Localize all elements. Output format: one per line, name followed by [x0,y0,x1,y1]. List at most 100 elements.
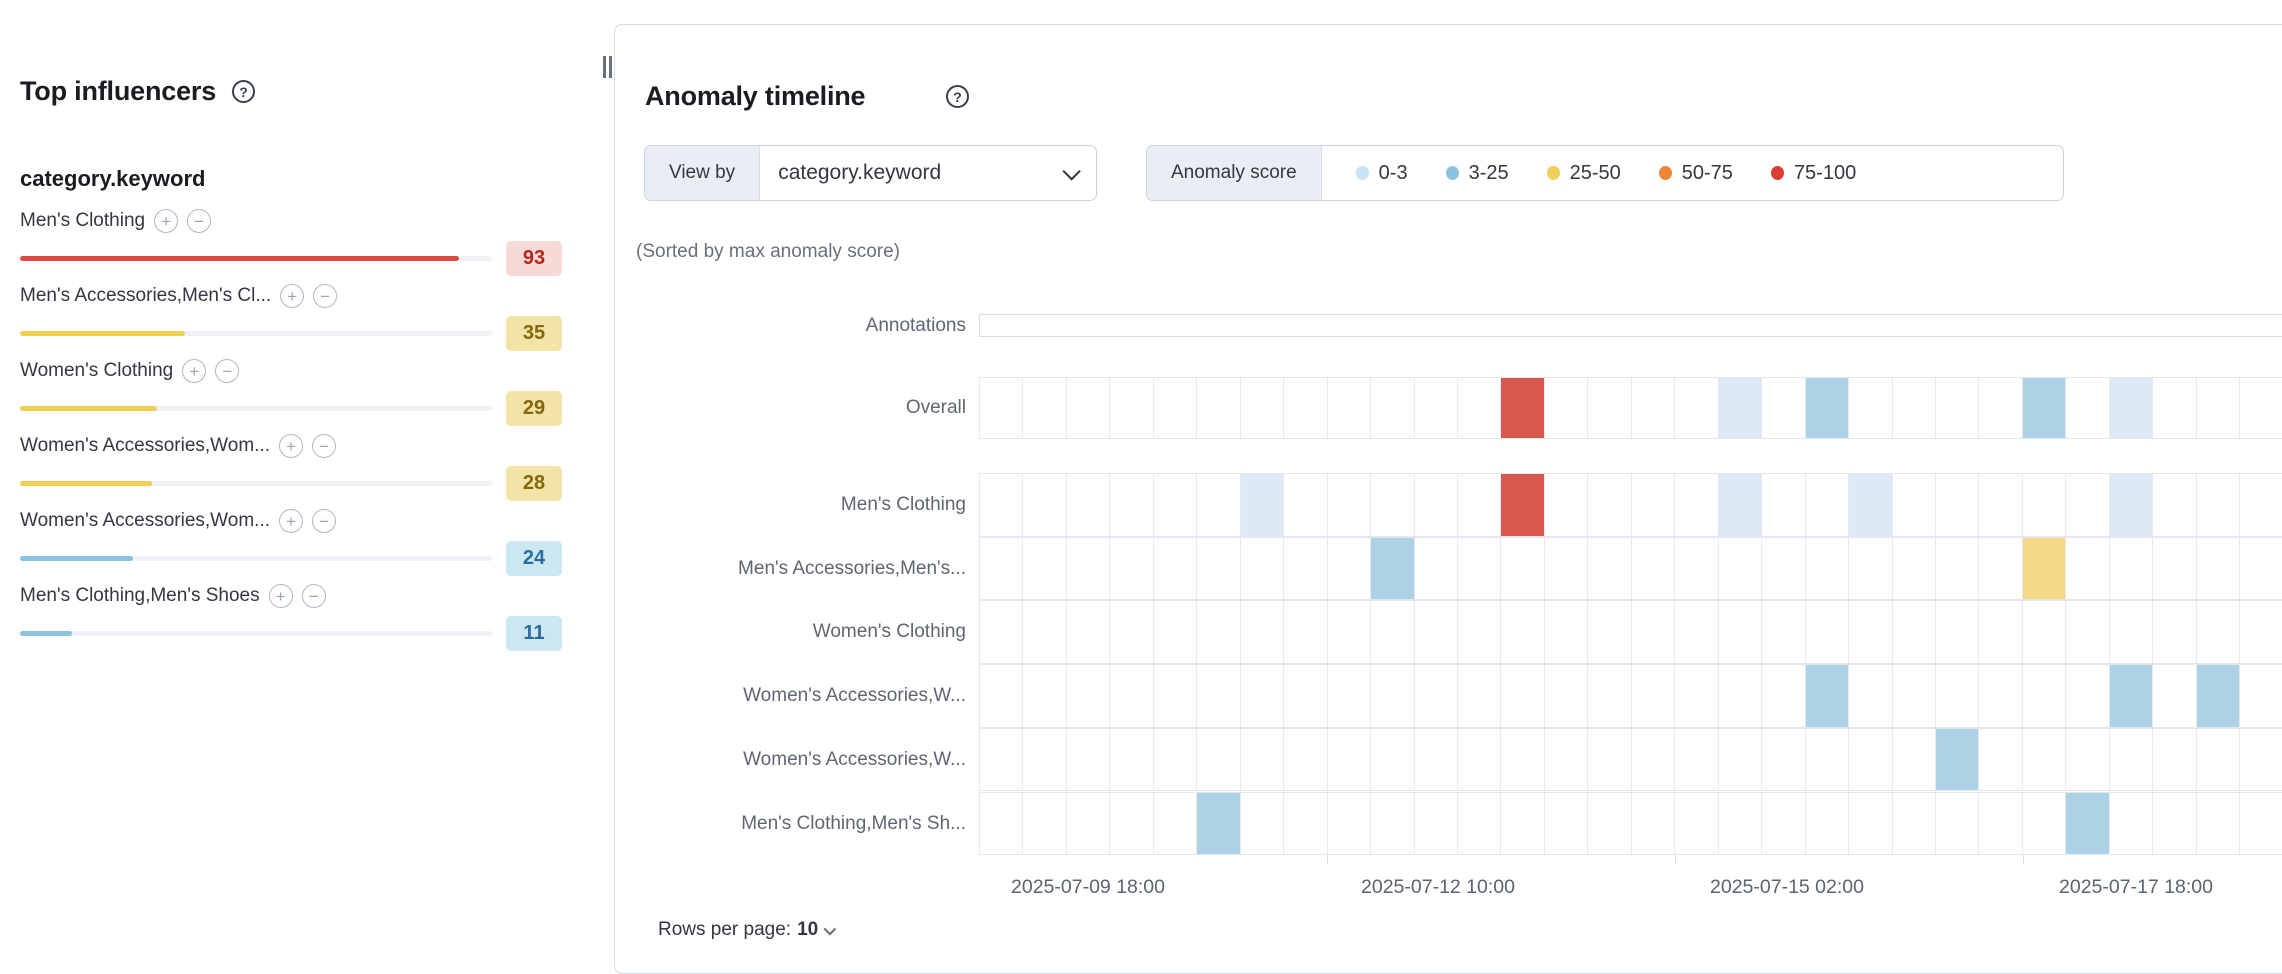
swimlane-row[interactable] [979,377,2282,439]
legend-dot-icon [1658,166,1672,180]
add-filter-icon[interactable]: + [154,209,179,233]
swimlane-cell [1501,792,1545,855]
anomaly-cell-minor[interactable] [1805,378,1850,438]
influencer-list: Men's Clothing + −93 Men's Accessories,Men'… [20,206,562,656]
swimlane-row[interactable] [979,473,2282,537]
anomaly-cell-low[interactable] [1718,474,1763,536]
influencer-name[interactable]: Women's Clothing [20,360,174,381]
anomaly-cell-low[interactable] [2109,378,2154,438]
anomaly-cell-minor[interactable] [2066,792,2110,855]
rows-per-page-button[interactable]: Rows per page: 10 [658,919,837,941]
swimlane-cell [1023,537,1067,600]
swimlane-cell [1110,792,1154,855]
swimlane-cell [1588,792,1632,855]
influencer-name[interactable]: Women's Accessories,Wom... [20,435,270,456]
swimlane-cell [1501,728,1545,791]
anomaly-cell-minor[interactable] [2022,378,2067,438]
swimlane-cell [1415,378,1458,438]
swimlane-cell [1328,537,1372,600]
influencer-score-bar [20,256,492,261]
swimlane-cell [1328,728,1372,791]
anomaly-cell-low[interactable] [1718,378,1763,438]
anomaly-score-legend: Anomaly score 0-3 3-25 25-50 50-75 75-100 [1146,145,2064,201]
swimlane-cell [1588,665,1632,727]
anomaly-cell-critical[interactable] [1501,378,1545,438]
swimlane-cell [1023,474,1067,536]
top-influencers-help-icon[interactable]: ? [232,80,255,103]
swimlane-row[interactable] [979,600,2282,665]
axis-tick [1327,855,1328,864]
anomaly-cell-low[interactable] [2109,474,2154,536]
legend-item: 25-50 [1546,162,1621,185]
swimlane-row[interactable] [979,791,2282,856]
swimlane-row[interactable] [979,664,2282,728]
swimlane-cell [1545,728,1589,791]
remove-filter-icon[interactable]: − [312,434,336,458]
swimlane-cell [1762,601,1806,664]
swimlane-cell [980,474,1024,536]
swimlane-cell [1110,601,1154,664]
axis-time-label: 2025-07-17 18:00 [2059,876,2213,898]
swimlane-cell [1849,792,1893,855]
swimlane-cell [980,537,1024,600]
swimlane-cell [1675,474,1719,536]
anomaly-cell-low[interactable] [1240,474,1285,536]
anomaly-cell-low[interactable] [1849,474,1893,536]
swimlane-cell [1979,601,2023,664]
add-filter-icon[interactable]: + [279,509,303,533]
panel-resize-handle-icon[interactable] [603,56,613,78]
anomaly-cell-minor[interactable] [1371,537,1415,600]
swimlane-cell [1632,728,1676,791]
remove-filter-icon[interactable]: − [312,509,336,533]
swimlane-cell [1371,474,1415,536]
swimlane-cell [1067,474,1111,536]
anomaly-cell-critical[interactable] [1501,474,1545,536]
influencer-item: Men's Clothing + − 93 [20,206,562,281]
swimlane-cell [980,601,1024,664]
add-filter-icon[interactable]: + [268,584,293,608]
influencer-score-badge: 35 [506,316,562,351]
anomaly-cell-minor[interactable] [1805,665,1850,727]
remove-filter-icon[interactable]: − [215,359,240,383]
influencer-name[interactable]: Men's Clothing [20,210,146,231]
annotations-lane[interactable] [979,314,2282,337]
anomaly-cell-minor[interactable] [1197,792,1241,855]
add-filter-icon[interactable]: + [182,359,207,383]
add-filter-icon[interactable]: + [279,434,303,458]
swimlane-cell [2197,601,2241,664]
swimlane-cell [1458,792,1502,855]
swimlane-row[interactable] [979,727,2282,792]
swimlane-label: Overall [905,397,966,418]
add-filter-icon[interactable]: + [280,284,305,308]
view-by-label: View by [645,146,761,200]
swimlane-cell [1023,728,1067,791]
swimlane-cell [1154,378,1198,438]
legend-range: 0-3 [1378,161,1408,184]
swimlane-cell [2066,728,2110,791]
swimlane-cell [2066,378,2110,438]
swimlane-cell [1241,792,1285,855]
swimlane-cell [1197,665,1241,727]
swimlane-cell [1458,537,1502,600]
view-by-select[interactable]: category.keyword [760,146,1096,200]
remove-filter-icon[interactable]: − [301,584,326,608]
swimlane-cell [1241,537,1285,600]
influencer-name[interactable]: Men's Accessories,Men's Cl... [20,285,272,306]
swimlane-cell [1284,728,1328,791]
anomaly-cell-minor[interactable] [2109,665,2154,727]
influencer-name[interactable]: Women's Accessories,Wom... [20,510,270,531]
swimlane-cell [1501,537,1545,600]
swimlane-cell [1023,665,1067,727]
swimlane-cell [1458,601,1502,664]
swimlane-cell [1936,474,1980,536]
remove-filter-icon[interactable]: − [187,209,212,233]
anomaly-cell-warning[interactable] [2022,537,2067,600]
swimlane-cell [1979,474,2023,536]
anomaly-timeline-help-icon[interactable]: ? [946,85,969,108]
swimlane-label: Women's Accessories,W... [743,685,966,707]
remove-filter-icon[interactable]: − [313,284,338,308]
anomaly-cell-minor[interactable] [2196,665,2241,727]
influencer-name[interactable]: Men's Clothing,Men's Shoes [20,585,260,606]
swimlane-row[interactable] [979,536,2282,601]
anomaly-cell-minor[interactable] [1935,728,1980,791]
